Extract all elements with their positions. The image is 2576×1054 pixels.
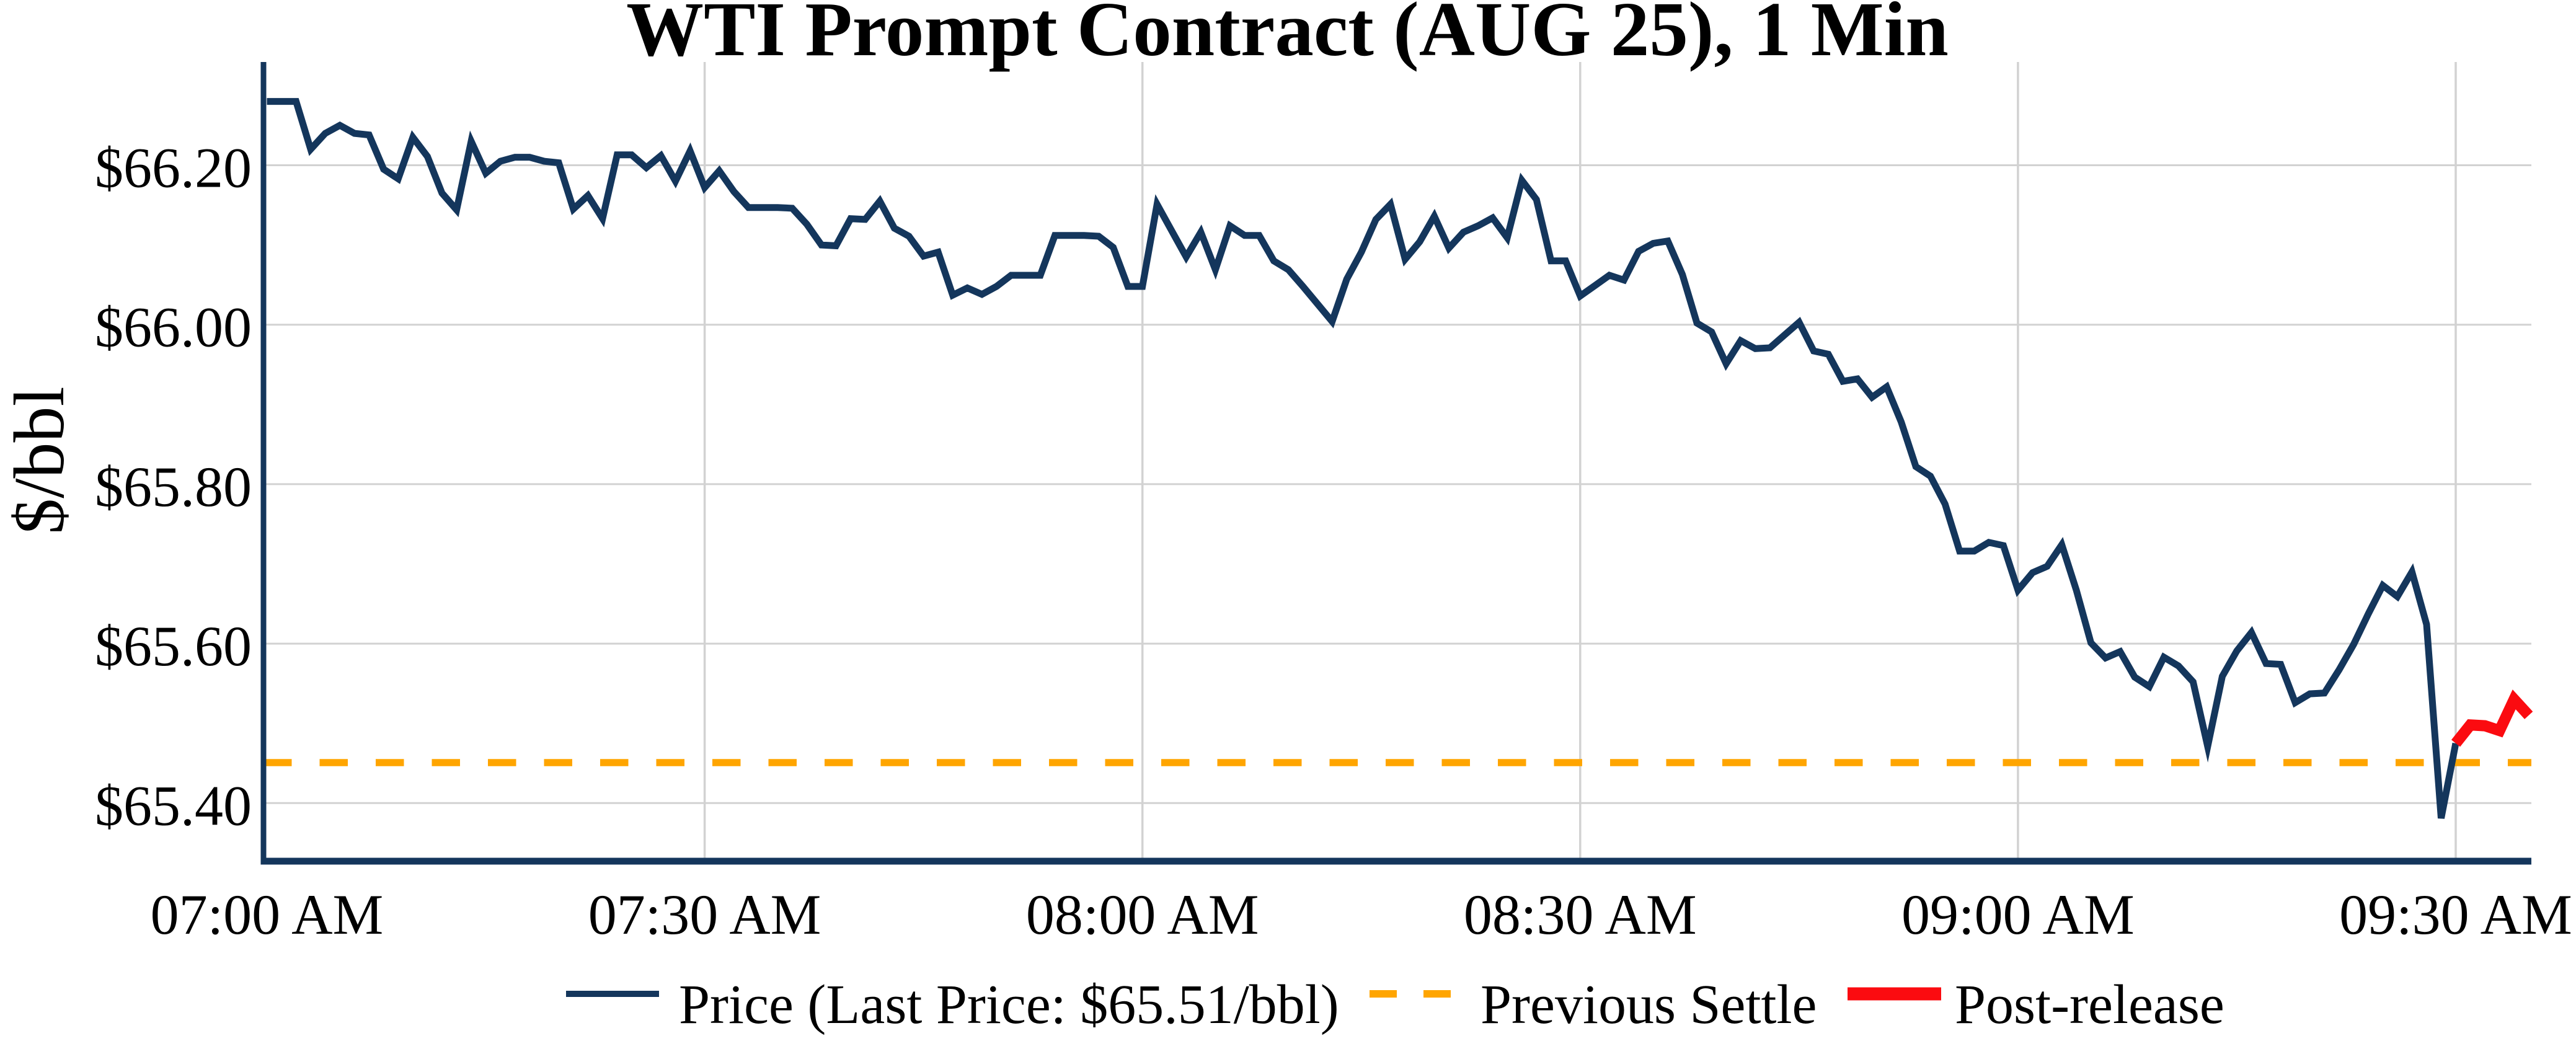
svg-text:Post-release: Post-release [1955,974,2224,1035]
svg-text:09:30 AM: 09:30 AM [2339,883,2572,946]
svg-text:Price (Last Price: $65.51/bbl): Price (Last Price: $65.51/bbl) [679,974,1339,1035]
svg-text:$66.20: $66.20 [95,136,252,200]
svg-text:WTI Prompt Contract (AUG 25),: WTI Prompt Contract (AUG 25), 1 Min [626,0,1949,73]
svg-text:07:00 AM: 07:00 AM [151,883,384,946]
svg-text:$65.40: $65.40 [95,774,252,837]
svg-text:08:00 AM: 08:00 AM [1026,883,1259,946]
svg-text:$/bbl: $/bbl [0,386,79,534]
svg-text:07:30 AM: 07:30 AM [588,883,821,946]
svg-text:$65.60: $65.60 [95,614,252,678]
svg-text:08:30 AM: 08:30 AM [1464,883,1697,946]
svg-text:$66.00: $66.00 [95,296,252,359]
svg-text:09:00 AM: 09:00 AM [1901,883,2135,946]
svg-text:$65.80: $65.80 [95,455,252,518]
svg-text:Previous Settle: Previous Settle [1481,974,1817,1035]
